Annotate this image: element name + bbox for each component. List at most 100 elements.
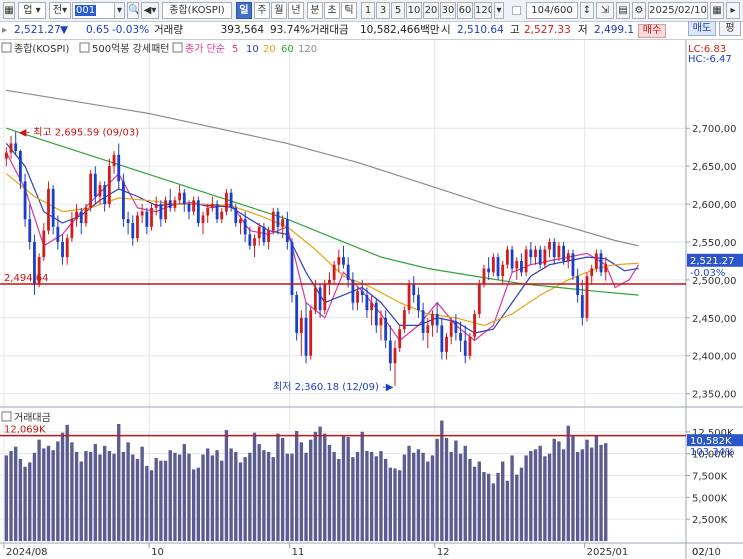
candle-body — [79, 211, 83, 224]
volume-bar — [149, 470, 154, 541]
layout-icon[interactable]: ▦ — [3, 2, 15, 19]
period-minute-tab[interactable]: 분 — [307, 2, 323, 19]
volume-bar — [262, 450, 266, 541]
interval-30[interactable]: 30 — [440, 2, 456, 19]
candle-body — [585, 276, 589, 318]
interval-1[interactable]: 1 — [361, 2, 375, 19]
buy-button[interactable]: 매수 — [638, 24, 666, 38]
candle-body — [215, 204, 219, 220]
volume-bar — [533, 449, 538, 541]
volume-bar — [472, 466, 477, 541]
candle-body — [84, 207, 88, 224]
volume-axis: 12,500K 10,000K 7,500K 5,000K 2,500K — [686, 428, 734, 526]
pattern-checkbox[interactable] — [79, 42, 90, 53]
candle-body — [281, 219, 285, 227]
sound-icon[interactable]: ◀▾ — [141, 2, 159, 19]
candle-body — [9, 143, 13, 153]
volume-bar — [107, 451, 112, 541]
period-day-tab[interactable]: 일 — [236, 2, 252, 19]
ma-checkbox[interactable] — [172, 42, 183, 53]
volume-bar — [383, 458, 388, 541]
candle-body — [257, 226, 261, 239]
volume-bar — [501, 461, 505, 541]
sell-button[interactable]: 매도 — [688, 21, 716, 36]
candle-body — [328, 279, 331, 284]
candle-body — [51, 188, 55, 227]
volume-bar — [388, 467, 393, 541]
market-select[interactable]: 업 ▾ — [18, 2, 46, 19]
volume-bar — [121, 451, 126, 541]
code-dropdown-icon[interactable]: ▾ — [114, 2, 125, 19]
chevron-right-icon[interactable]: ▸ — [726, 2, 740, 19]
interval-3[interactable]: 3 — [376, 2, 390, 19]
interval-5[interactable]: 5 — [391, 2, 405, 19]
legend-checkbox[interactable] — [1, 42, 12, 53]
price-reference-label: 2,494.64 — [4, 273, 49, 284]
price-chart[interactable]: 2,700,00 2,650,00 2,600,00 2,550,00 2,500,00… — [0, 40, 743, 559]
period-month-tab[interactable]: 월 — [271, 2, 287, 19]
legend-ma-120: 120 — [298, 44, 317, 55]
candle-body — [18, 150, 22, 182]
candle-body — [168, 200, 172, 208]
period-tick-tab[interactable]: 틱 — [341, 2, 357, 19]
volume-current-tag — [687, 434, 743, 447]
filter-select[interactable]: 전▾ — [49, 2, 71, 19]
candle-body — [510, 249, 514, 269]
candle-body — [421, 310, 425, 333]
volume-bar — [70, 442, 74, 541]
period-year-tab[interactable]: 년 — [288, 2, 304, 19]
volume-bar — [566, 425, 570, 541]
volume-checkbox[interactable] — [1, 411, 12, 422]
volume-tick-label: 10,000K — [692, 450, 734, 461]
calendar-icon[interactable]: ▦ — [710, 2, 724, 19]
candle-body — [206, 207, 210, 216]
candle-body — [435, 314, 439, 326]
volume-bar — [42, 448, 46, 541]
highest-arrow-icon: ◀- — [19, 128, 33, 139]
volume-bar — [454, 440, 458, 541]
candle-body — [98, 185, 102, 197]
candle-body — [571, 253, 575, 277]
candle-body — [318, 287, 322, 311]
open-label: 시 — [441, 24, 451, 36]
settings-icon[interactable]: ⚙ — [632, 2, 646, 19]
date-tick-label: 11 — [292, 547, 305, 558]
volume-bar — [220, 460, 224, 541]
candle-body — [346, 264, 350, 280]
volume-bar — [65, 424, 69, 541]
volume-bar — [46, 445, 51, 541]
interval-120[interactable]: 120 — [474, 2, 492, 19]
move-icon[interactable]: ↕ — [580, 2, 594, 19]
date-input[interactable]: 2025/02/10 — [648, 2, 708, 19]
volume-bar — [32, 452, 37, 541]
candle-body — [524, 249, 528, 273]
interval-10[interactable]: 10 — [406, 2, 422, 19]
interval-20[interactable]: 20 — [423, 2, 439, 19]
volume-bar — [416, 449, 421, 541]
search-icon[interactable]: 🔍 — [127, 2, 139, 19]
volume-bar — [486, 473, 491, 541]
interval-60[interactable]: 60 — [457, 2, 473, 19]
volume-bar — [369, 451, 374, 541]
period-week-tab[interactable]: 주 — [254, 2, 270, 19]
period-second-tab[interactable]: 초 — [324, 2, 340, 19]
candle-body — [262, 226, 266, 242]
save-icon[interactable]: ▤ — [616, 2, 630, 19]
average-button[interactable]: 평 — [719, 21, 741, 36]
auto-checkbox[interactable] — [512, 6, 521, 15]
volume-bar — [374, 456, 378, 541]
candle-body — [122, 181, 125, 220]
candle-body — [431, 314, 434, 326]
candle-body — [351, 279, 355, 303]
expand-icon[interactable]: ▸ — [2, 24, 8, 36]
candle-body — [520, 260, 523, 273]
volume-bar — [51, 450, 55, 541]
volume-bar — [145, 465, 149, 541]
zoom-icon[interactable]: ⇲ — [596, 2, 614, 19]
volume-bar — [529, 451, 533, 541]
interval-dropdown-icon[interactable]: ▾ — [494, 2, 504, 19]
volume-value: 393,564 — [220, 24, 264, 36]
candle-body — [4, 152, 8, 159]
volume-bar — [510, 455, 514, 541]
candle-body — [548, 241, 551, 250]
